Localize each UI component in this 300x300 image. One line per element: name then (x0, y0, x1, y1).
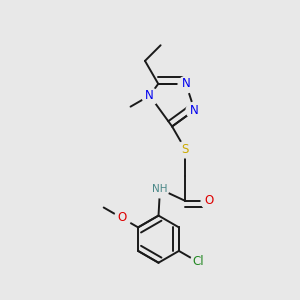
Text: N: N (182, 77, 190, 90)
Text: Cl: Cl (192, 256, 204, 268)
Text: S: S (182, 143, 189, 156)
Text: N: N (190, 104, 199, 117)
Text: NH: NH (152, 184, 168, 194)
Text: N: N (145, 89, 154, 102)
Text: O: O (117, 211, 126, 224)
Text: O: O (204, 194, 214, 207)
